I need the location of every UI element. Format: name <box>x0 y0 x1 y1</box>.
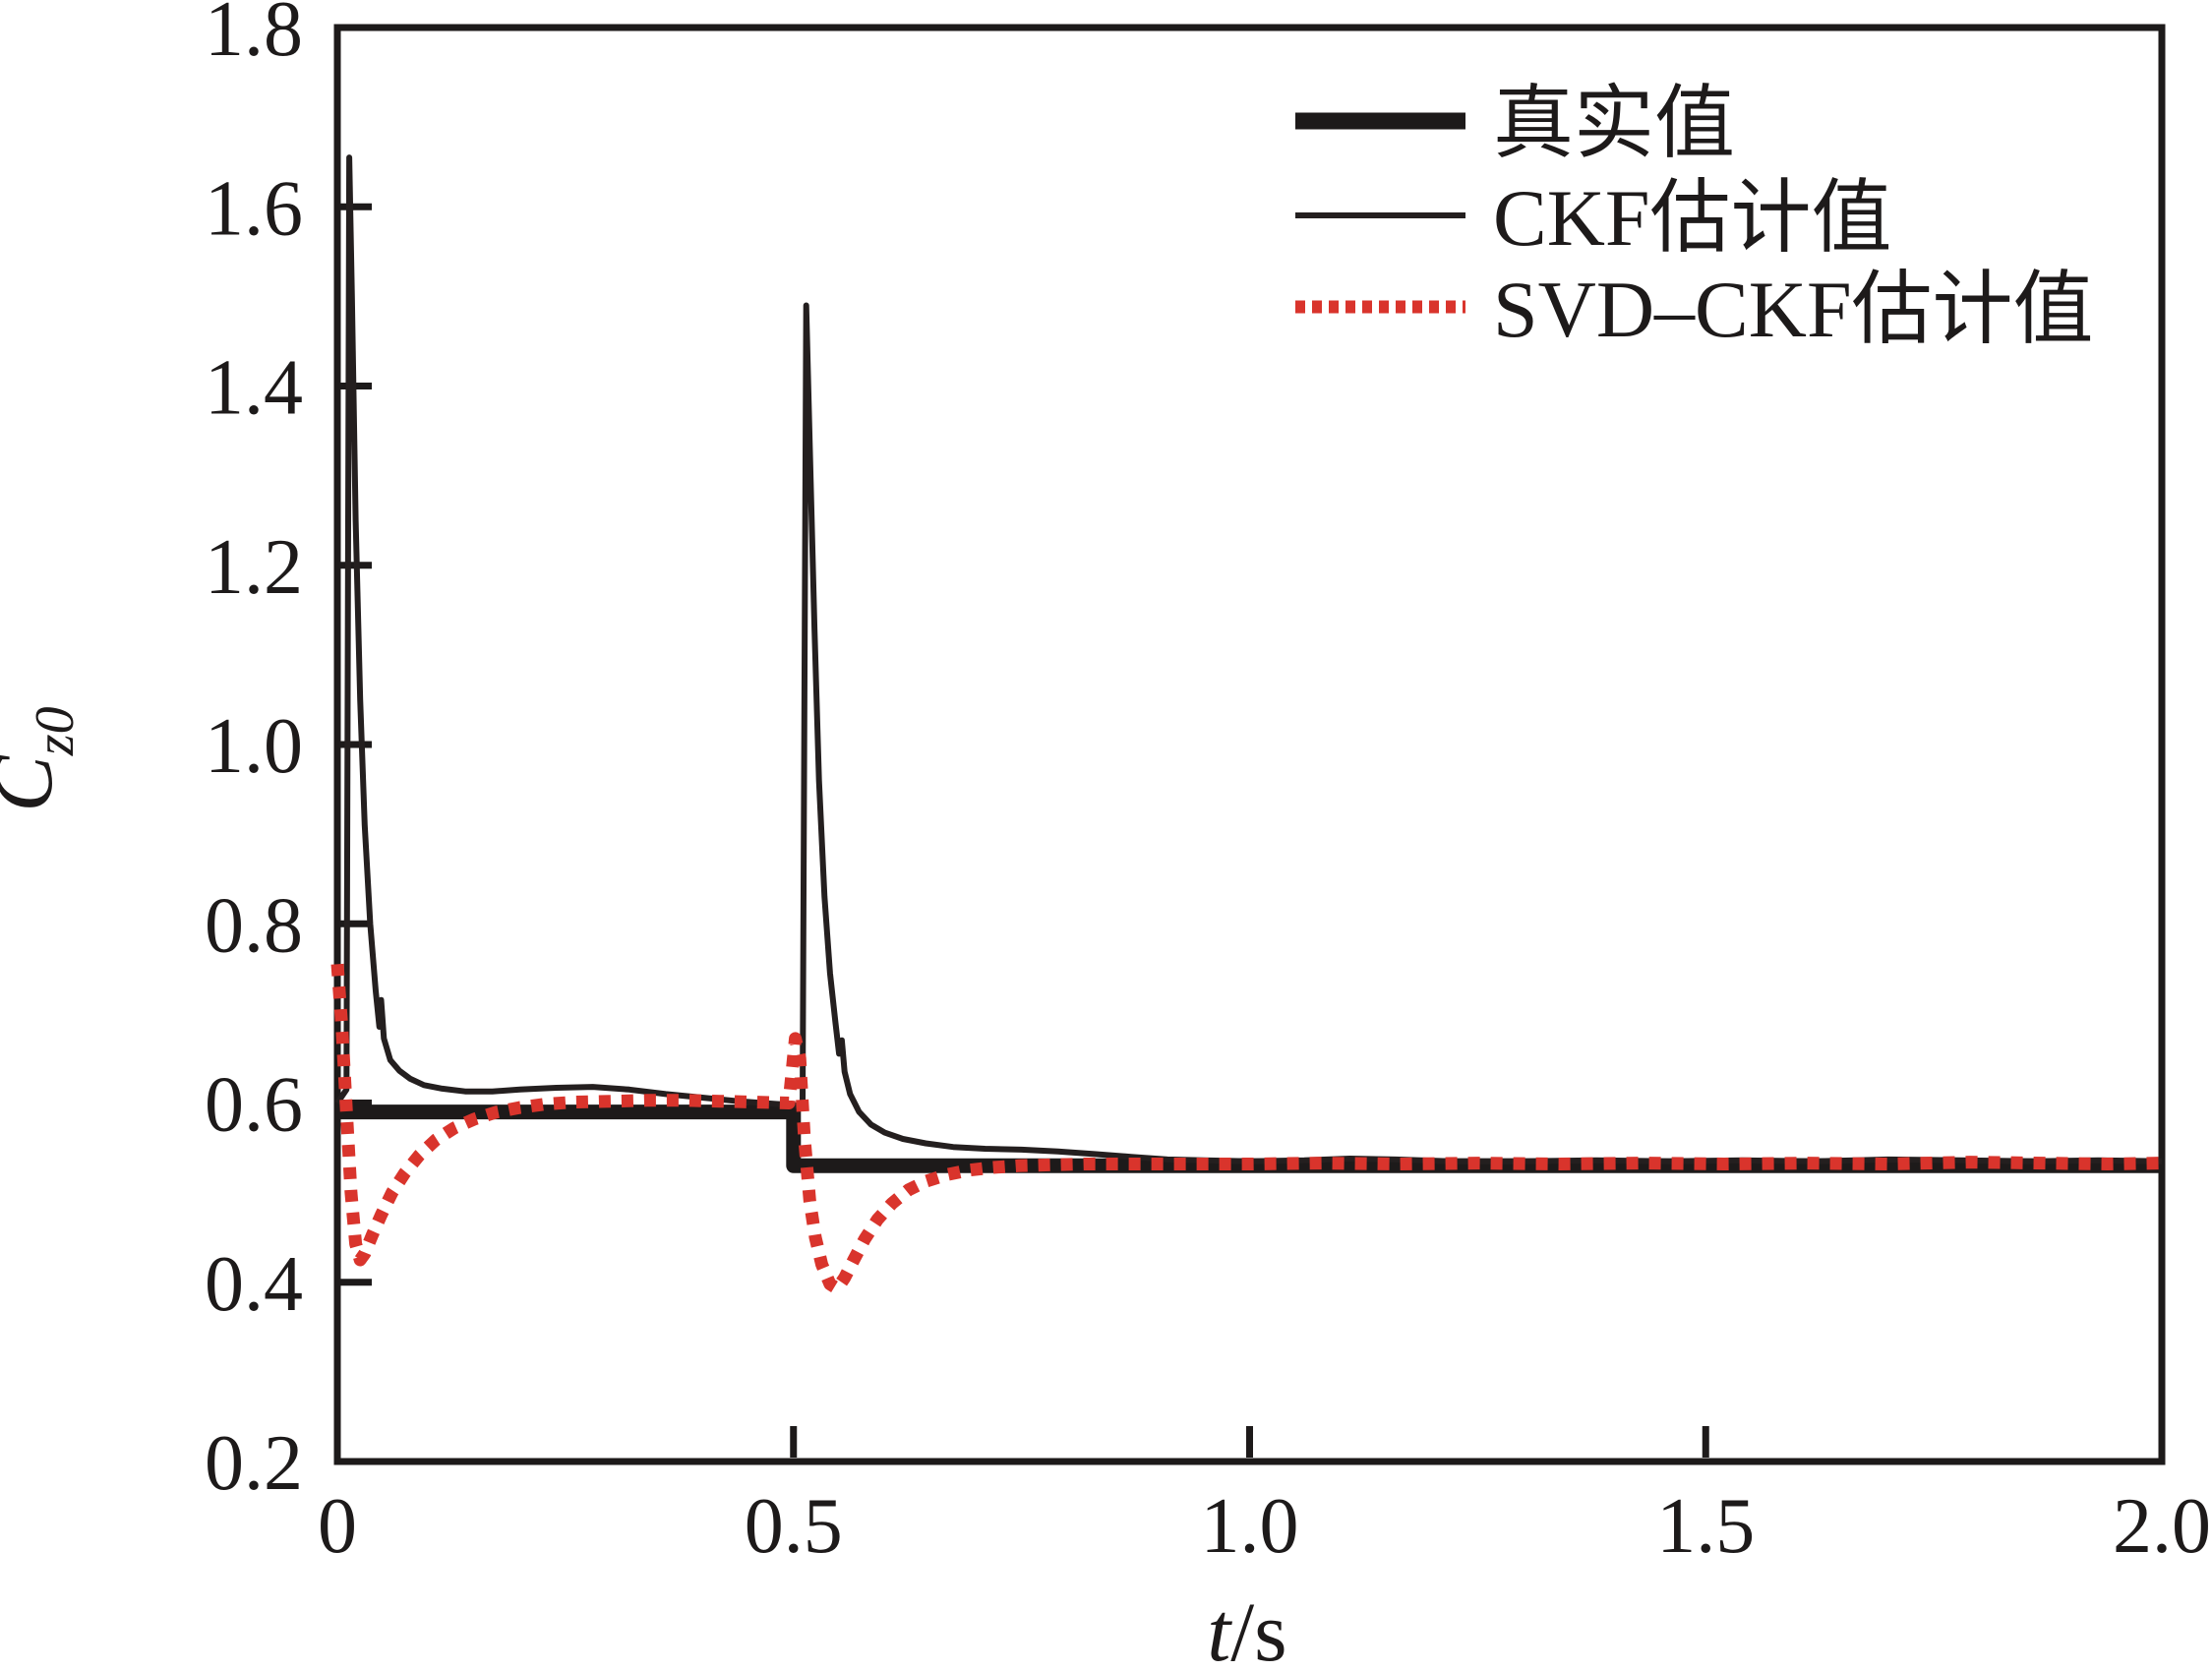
y-axis-tick-labels: 0.2 0.4 0.6 0.8 1.0 1.2 1.4 1.6 1.8 <box>205 0 303 1507</box>
x-tick-label: 1.0 <box>1201 1483 1299 1570</box>
x-tick-label: 1.5 <box>1656 1483 1755 1570</box>
x-axis-title-unit: /s <box>1230 1584 1286 1671</box>
y-tick-label: 1.4 <box>205 345 303 432</box>
y-tick-label: 0.8 <box>205 882 303 969</box>
y-tick-label: 0.6 <box>205 1062 303 1149</box>
legend-label-0: 真实值 <box>1493 79 1735 168</box>
x-tick-label: 0.5 <box>745 1483 843 1570</box>
legend-label-2: SVD–CKF估计值 <box>1493 265 2094 354</box>
x-tick-label: 2.0 <box>2113 1483 2211 1570</box>
legend-label-1: CKF估计值 <box>1493 173 1892 263</box>
x-axis-ticks <box>333 1426 2166 1458</box>
x-tick-label: 0 <box>318 1483 357 1570</box>
series-path-2 <box>330 963 2163 1295</box>
y-axis-title-main: C <box>0 754 70 812</box>
x-axis-title: t/s <box>1207 1584 1286 1671</box>
y-tick-label: 1.8 <box>205 0 303 73</box>
y-tick-label: 0.2 <box>205 1420 303 1507</box>
x-axis-tick-labels: 0 0.5 1.0 1.5 2.0 <box>318 1483 2211 1570</box>
data-series <box>330 154 2163 1295</box>
y-tick-label: 1.0 <box>205 703 303 790</box>
y-tick-label: 0.4 <box>205 1241 303 1328</box>
y-tick-label: 1.2 <box>205 524 303 611</box>
y-axis-title-subscript: z0 <box>25 706 86 756</box>
y-axis-title: Cz0 <box>0 706 86 811</box>
y-tick-label: 1.6 <box>205 165 303 252</box>
series-path-1 <box>334 154 2163 1164</box>
plot-border <box>333 24 2166 1465</box>
x-axis-title-variable: t <box>1207 1584 1232 1671</box>
